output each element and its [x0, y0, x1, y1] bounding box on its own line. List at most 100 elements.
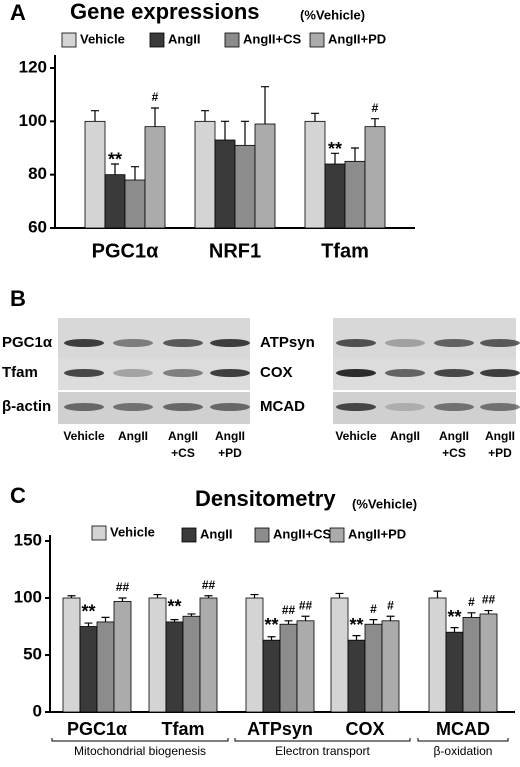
error-bar — [250, 593, 259, 598]
blot-band — [113, 339, 153, 347]
significance-mark: ** — [328, 139, 342, 159]
bar — [445, 631, 464, 713]
error-bar — [118, 597, 127, 602]
error-bar — [484, 609, 493, 614]
significance-mark: ## — [116, 580, 130, 594]
panel-label: A — [10, 0, 26, 25]
error-bar — [101, 616, 110, 622]
bar — [96, 621, 115, 713]
y-tick-label: 150 — [14, 530, 42, 549]
significance-mark: ## — [299, 598, 313, 612]
error-bar — [151, 107, 159, 127]
legend-label: AngII+CS — [273, 526, 331, 541]
group-label: β-oxidation — [434, 744, 493, 758]
bar — [279, 623, 298, 713]
error-bar — [111, 163, 119, 175]
group-label: Electron transport — [275, 744, 370, 758]
error-bar — [131, 166, 139, 180]
blot-band — [434, 403, 474, 411]
legend-label: Vehicle — [110, 524, 155, 539]
significance-mark: ** — [81, 601, 95, 621]
blot-band — [210, 339, 250, 347]
legend-swatch — [61, 32, 77, 48]
y-tick-label: 100 — [14, 587, 42, 606]
error-bar — [369, 619, 378, 625]
error-bar — [352, 635, 361, 641]
x-tick-label: Tfam — [321, 240, 369, 262]
lane-label: AngII — [168, 429, 198, 443]
legend-swatch — [149, 32, 165, 48]
bar — [148, 597, 167, 713]
legend-label: AngII+PD — [328, 31, 386, 46]
x-tick-label: MCAD — [436, 719, 490, 739]
blot-row-label: β-actin — [2, 398, 51, 415]
error-bar — [467, 612, 476, 618]
error-bar — [371, 118, 379, 127]
error-bar — [284, 620, 293, 625]
lane-label: +PD — [218, 446, 242, 460]
blot-band — [385, 339, 425, 347]
lane-label: AngII — [118, 429, 148, 443]
lane-label: +PD — [488, 446, 512, 460]
blot-band — [163, 339, 203, 347]
x-tick-label: COX — [345, 719, 384, 739]
significance-mark: # — [370, 602, 377, 616]
blot-background — [58, 318, 250, 358]
blot-row-label: PGC1α — [2, 334, 53, 351]
blot-band — [336, 369, 376, 377]
error-bar — [261, 86, 269, 124]
bar — [344, 160, 366, 229]
bar — [296, 620, 315, 713]
significance-mark: ## — [202, 578, 216, 592]
error-bar — [331, 152, 339, 164]
panel-label: C — [10, 483, 26, 508]
error-bar — [450, 627, 459, 633]
x-tick-label: PGC1α — [67, 719, 127, 739]
error-bar — [204, 595, 213, 598]
bar — [479, 613, 498, 713]
bar — [428, 597, 447, 713]
blot-band — [113, 369, 153, 377]
group-bracket — [234, 738, 411, 742]
bar — [381, 620, 400, 713]
legend-label: Vehicle — [80, 31, 125, 46]
blot-band — [336, 339, 376, 347]
bar — [62, 597, 81, 713]
blot-background — [333, 318, 516, 358]
blot-row-label: Tfam — [2, 364, 38, 381]
significance-mark: # — [387, 598, 394, 612]
error-bar — [311, 112, 319, 122]
bar — [245, 597, 264, 713]
lane-label: Vehicle — [63, 429, 105, 443]
group-bracket — [417, 738, 509, 742]
error-bar — [67, 595, 76, 598]
significance-mark: ## — [482, 593, 496, 607]
bar — [462, 616, 481, 713]
bar — [304, 120, 326, 229]
error-bar — [153, 593, 162, 598]
blot-band — [163, 369, 203, 377]
error-bar — [221, 120, 229, 140]
bar — [324, 163, 346, 229]
legend-label: AngII+PD — [348, 526, 406, 541]
significance-mark: # — [152, 90, 159, 104]
blot-band — [64, 369, 104, 377]
legend-swatch — [224, 32, 240, 48]
bar — [194, 120, 216, 229]
legend-label: AngII+CS — [243, 31, 301, 46]
legend-swatch — [309, 32, 325, 48]
bar — [182, 615, 201, 713]
lane-label: AngII — [439, 429, 469, 443]
legend-swatch — [329, 527, 345, 543]
bar — [199, 597, 218, 713]
group-label: Mitochondrial biogenesis — [74, 744, 206, 758]
bar — [330, 597, 349, 713]
y-tick-label: 60 — [28, 217, 47, 236]
error-bar — [351, 147, 359, 162]
significance-mark: ## — [282, 603, 296, 617]
blot-band — [434, 369, 474, 377]
blot-band — [210, 369, 250, 377]
bar — [364, 126, 386, 229]
bar — [254, 123, 276, 229]
